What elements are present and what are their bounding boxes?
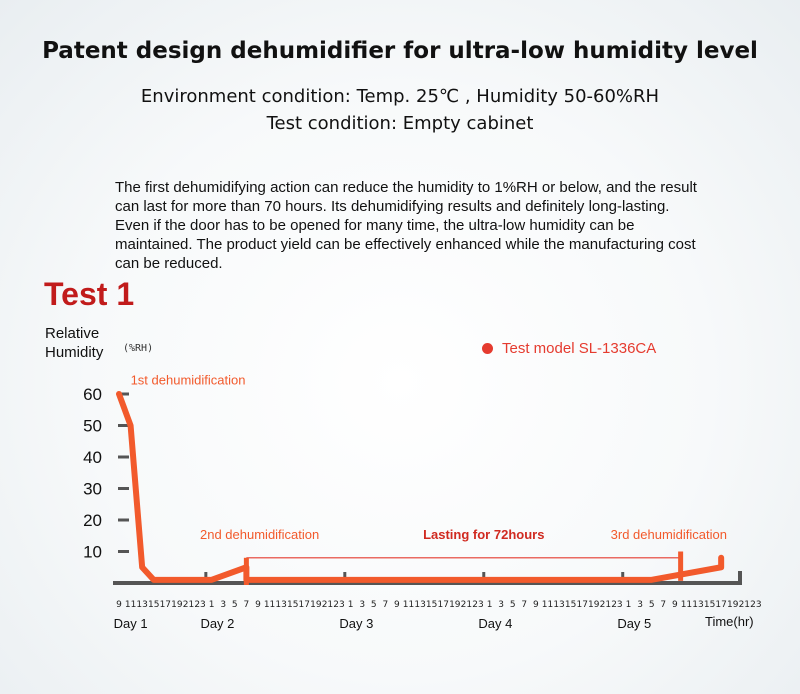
x-tick-label: 21 [322,600,333,610]
y-tick-label: 40 [83,448,102,467]
x-tick-label: 7 [244,600,250,610]
y-tick-label: 20 [83,511,102,530]
x-tick-label: 13 [692,600,703,610]
x-tick-label: 9 [255,600,261,610]
x-tick-label: 17 [160,600,171,610]
x-tick-label: 9 [394,600,400,610]
x-axis-title: Time(hr) [705,614,754,629]
x-tick-label: 23 [333,600,344,610]
x-tick-label: 7 [521,600,527,610]
chart-annotation: 1st dehumidification [131,373,246,388]
x-tick-label: 13 [136,600,147,610]
x-tick-label: 11 [403,600,414,610]
x-tick-label: 1 [626,600,632,610]
x-tick-label: 3 [220,600,226,610]
x-tick-label: 11 [542,600,553,610]
x-tick-label: 5 [649,600,655,610]
y-tick-label: 60 [83,385,102,404]
x-tick-label: 15 [287,600,298,610]
x-tick-label: 19 [588,600,600,610]
day-label: Day 1 [114,616,148,631]
x-tick-label: 9 [116,600,122,610]
x-tick-label: 5 [371,600,377,610]
x-tick-label: 23 [472,600,483,610]
x-tick-label: 3 [359,600,365,610]
x-tick-label: 23 [194,600,205,610]
x-tick-label: 15 [565,600,576,610]
x-tick-label: 1 [487,600,493,610]
chart-annotation: Lasting for 72hours [423,527,544,542]
series-line [116,391,725,583]
chart-annotation: 3rd dehumidification [611,527,727,542]
x-tick-label: 21 [739,600,750,610]
page-title: Patent design dehumidifier for ultra-low… [42,38,758,64]
y-tick-label: 10 [83,543,102,562]
y-axis-label-line2: Humidity [45,344,104,361]
x-tick-label: 23 [750,600,761,610]
x-tick-label: 13 [553,600,564,610]
x-tick-label: 17 [715,600,726,610]
x-tick-label: 21 [461,600,472,610]
x-tick-label: 9 [672,600,678,610]
x-tick-label: 11 [681,600,692,610]
test-condition: Test condition: Empty cabinet [266,113,534,134]
environment-condition: Environment condition: Temp. 25℃ , Humid… [140,86,660,107]
x-tick-label: 7 [382,600,388,610]
x-tick-label: 19 [449,600,461,610]
legend-marker [482,343,493,354]
chart-legend: Test model SL-1336CA [482,340,656,357]
x-tick-label: 17 [299,600,310,610]
x-tick-label: 15 [148,600,159,610]
day-label: Day 4 [478,616,512,631]
x-tick-label: 7 [660,600,666,610]
x-tick-label: 19 [727,600,739,610]
chart-annotation: 2nd dehumidification [200,527,319,542]
x-tick-label: 17 [438,600,449,610]
y-axis-label-line1: Relative [45,325,99,342]
x-tick-label: 21 [600,600,611,610]
test-title: Test 1 [44,276,135,312]
x-tick-label: 1 [348,600,354,610]
x-tick-label: 1 [209,600,215,610]
x-tick-label: 11 [125,600,136,610]
x-tick-label: 5 [232,600,238,610]
x-tick-label: 15 [426,600,437,610]
x-tick-label: 11 [264,600,275,610]
description-paragraph: The first dehumidifying action can reduc… [115,179,697,272]
x-tick-label: 9 [533,600,539,610]
day-label: Day 2 [200,616,234,631]
y-tick-label: 50 [83,417,102,436]
x-tick-label: 13 [414,600,425,610]
x-tick-label: 23 [611,600,622,610]
x-tick-label: 3 [498,600,504,610]
y-axis-unit: (%RH) [123,343,153,354]
x-tick-label: 19 [310,600,322,610]
x-tick-label: 13 [275,600,286,610]
day-label: Day 5 [617,616,651,631]
x-tick-label: 19 [171,600,183,610]
x-tick-label: 17 [576,600,587,610]
x-tick-label: 3 [637,600,643,610]
x-tick-label: 15 [704,600,715,610]
x-tick-label: 5 [510,600,516,610]
x-tick-label: 21 [183,600,194,610]
legend-label: Test model SL-1336CA [502,340,657,357]
y-tick-label: 30 [83,480,102,499]
day-label: Day 3 [339,616,373,631]
